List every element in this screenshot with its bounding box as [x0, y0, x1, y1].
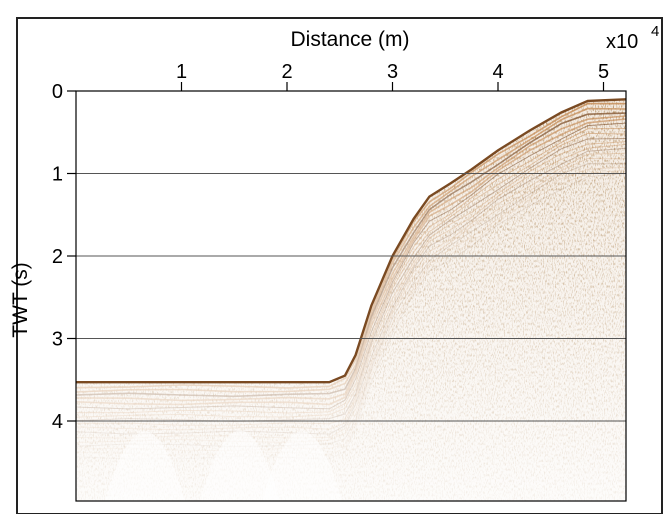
figure-border — [16, 17, 663, 514]
x-tick-label: 3 — [387, 61, 398, 83]
x-exponent-power: 4 — [651, 23, 659, 40]
x-exponent-label: x10 — [606, 31, 638, 53]
x-tick-label: 4 — [492, 61, 503, 83]
y-axis-label: TWT (s) — [9, 262, 32, 337]
grid-lines — [76, 173, 626, 422]
x-tick-label: 5 — [598, 61, 609, 83]
axes: 0 1 2 3 4 1 2 3 4 5 — [52, 61, 609, 433]
y-tick-label: 4 — [52, 411, 63, 433]
x-tick-label: 1 — [176, 61, 187, 83]
y-tick-label: 0 — [52, 81, 63, 103]
y-tick-label: 1 — [52, 164, 63, 186]
x-axis-label: Distance (m) — [290, 28, 409, 51]
y-tick-label: 2 — [52, 246, 63, 268]
y-tick-label: 3 — [52, 329, 63, 351]
plot-border — [75, 90, 627, 502]
x-tick-label: 2 — [281, 61, 292, 83]
